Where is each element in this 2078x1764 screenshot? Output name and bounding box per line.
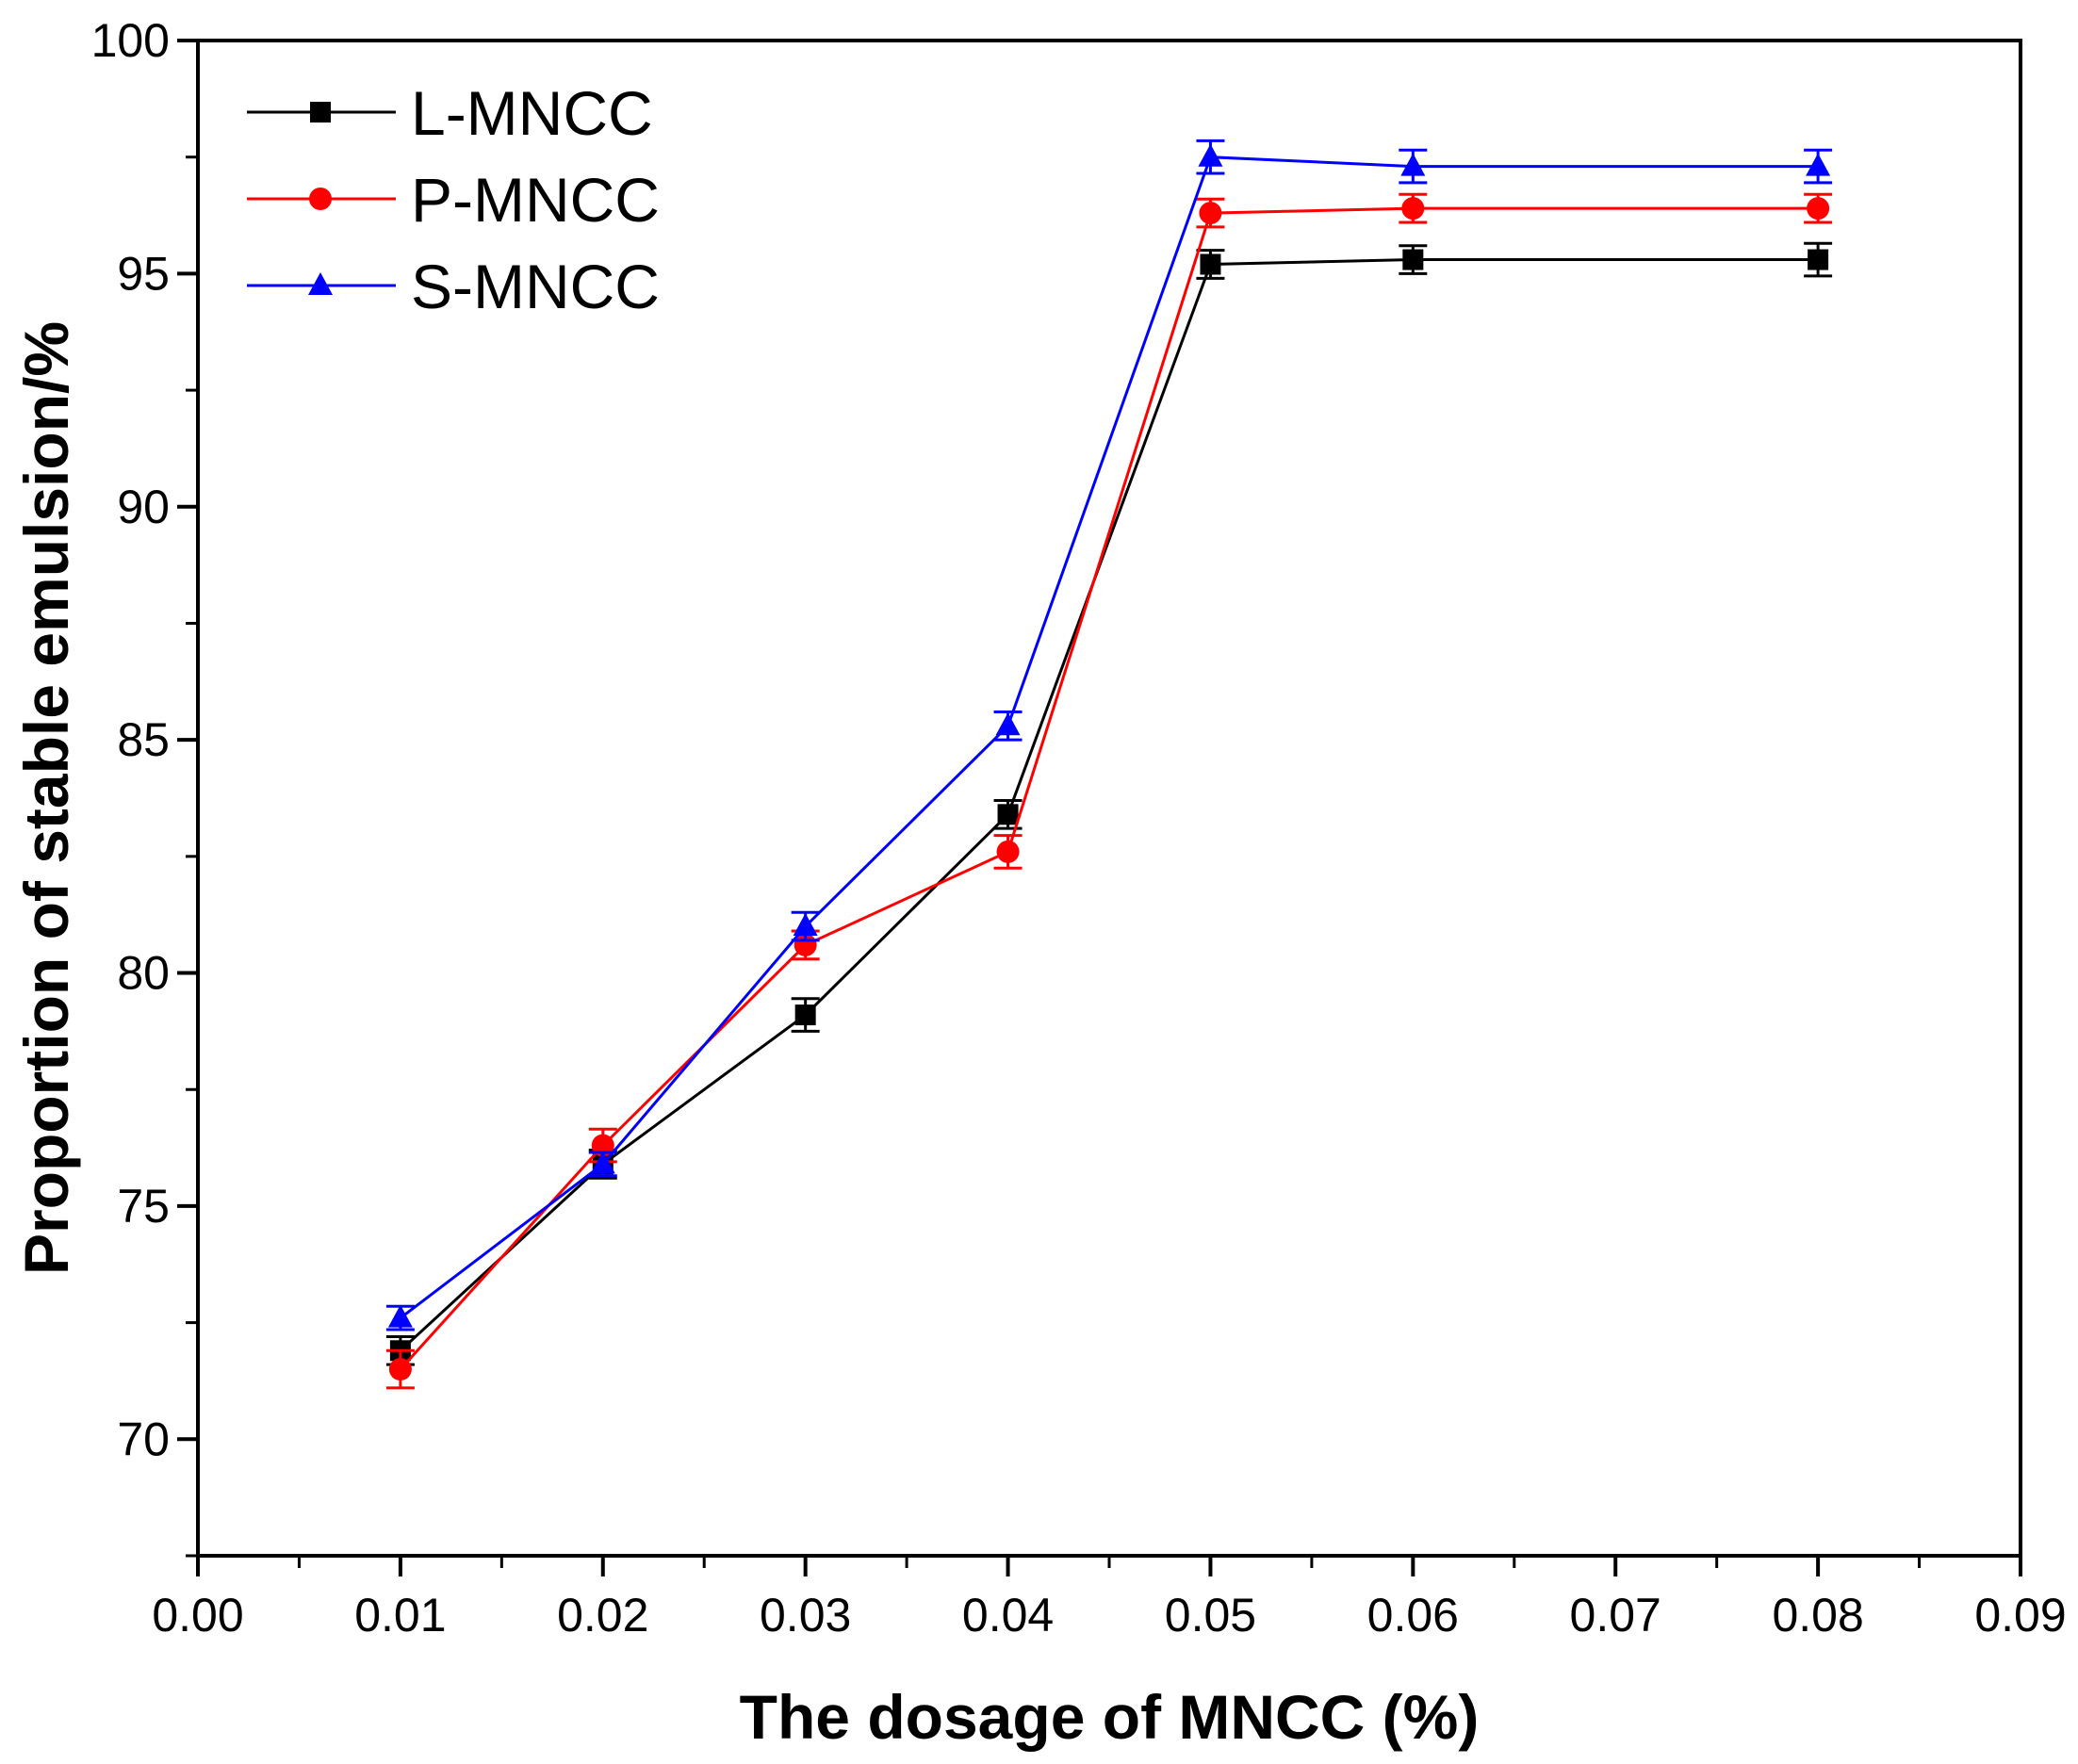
legend-marker	[309, 188, 332, 210]
x-tick-label: 0.09	[1974, 1589, 2066, 1642]
data-point	[1806, 153, 1831, 176]
x-axis-title: The dosage of MNCC (%)	[740, 1682, 1480, 1752]
data-point	[1198, 143, 1223, 167]
data-point	[1808, 249, 1829, 270]
legend-marker	[308, 272, 333, 295]
series-p-mncc	[385, 192, 1833, 1390]
x-tick-label: 0.03	[760, 1589, 851, 1642]
x-axis: 0.00 0.01 0.02 0.03 0.04 0.05 0.06 0.07 0.08 0.09	[152, 1556, 2067, 1642]
y-tick-label: 70	[117, 1413, 170, 1465]
legend-label: S-MNCC	[411, 252, 660, 321]
legend-label: L-MNCC	[411, 78, 653, 148]
y-tick-label: 95	[117, 247, 170, 300]
y-axis-title: Proportion of stable emulsion/%	[11, 321, 81, 1275]
y-tick-label: 100	[91, 14, 170, 67]
y-tick-label: 85	[117, 713, 170, 766]
data-point	[1199, 202, 1222, 225]
series-s-mncc	[385, 139, 1833, 1331]
data-point	[995, 712, 1021, 736]
series-layer	[385, 139, 1833, 1390]
x-tick-label: 0.08	[1772, 1589, 1863, 1642]
data-point	[794, 1004, 816, 1026]
x-tick-label: 0.06	[1367, 1589, 1459, 1642]
x-tick-label: 0.00	[152, 1589, 243, 1642]
y-tick-label: 80	[117, 947, 170, 1000]
data-point	[1402, 249, 1424, 270]
data-point	[1400, 153, 1426, 176]
series-line	[399, 206, 1819, 1371]
legend-label: P-MNCC	[411, 165, 660, 235]
data-point	[997, 804, 1019, 825]
y-tick-label: 75	[117, 1180, 170, 1233]
series-line	[399, 258, 1819, 1352]
x-tick-label: 0.01	[354, 1589, 446, 1642]
data-point	[1200, 253, 1221, 275]
x-tick-label: 0.04	[962, 1589, 1054, 1642]
x-tick-label: 0.05	[1165, 1589, 1256, 1642]
data-point	[996, 840, 1020, 863]
legend-marker	[310, 102, 331, 122]
data-point	[1401, 197, 1425, 220]
data-point	[388, 1358, 412, 1381]
data-point	[793, 913, 818, 937]
data-point	[387, 1304, 413, 1328]
x-tick-label: 0.02	[557, 1589, 648, 1642]
legend: L-MNCC P-MNCC S-MNCC	[247, 78, 660, 321]
x-tick-label: 0.07	[1570, 1589, 1661, 1642]
y-axis: 70 75 80 85 90 95 100	[91, 14, 198, 1558]
data-point	[590, 1151, 615, 1174]
series-l-mncc	[385, 241, 1833, 1366]
y-tick-label: 90	[117, 481, 170, 533]
data-point	[1807, 197, 1830, 220]
